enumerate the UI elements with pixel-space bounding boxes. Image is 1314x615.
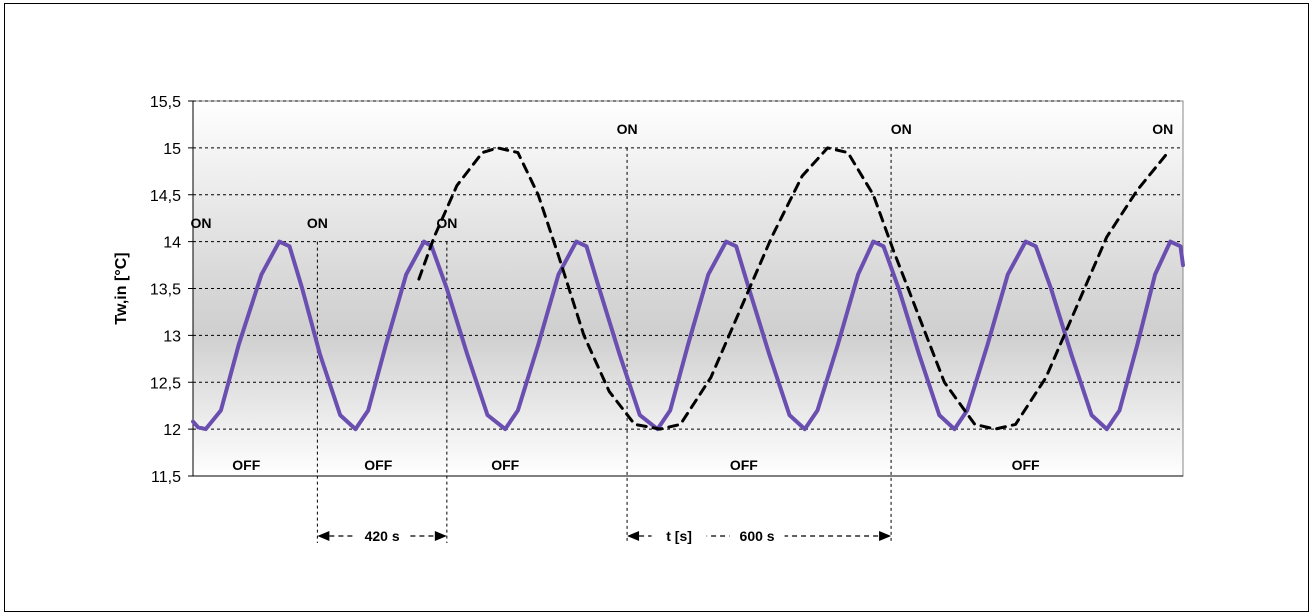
time-axis-label: t [s] <box>666 528 692 544</box>
interval-600-arrow-right <box>879 531 892 541</box>
on-label: ON <box>307 215 328 231</box>
on-label: ON <box>1152 121 1173 137</box>
y-tick-label: 11,5 <box>151 469 181 486</box>
y-tick-label: 12 <box>163 422 181 439</box>
interval-420-arrow-left <box>317 531 330 541</box>
interval-600-arrow-left <box>627 531 640 541</box>
grid-lines <box>188 100 1183 477</box>
y-tick-label: 14,5 <box>150 188 181 205</box>
interval-600-label-bg <box>729 525 785 545</box>
on-label: ON <box>617 121 638 137</box>
on-label: ON <box>191 215 212 231</box>
time-axis-label-bg <box>651 525 707 545</box>
interval-420-arrow-right <box>434 531 447 541</box>
off-label: OFF <box>1012 457 1040 473</box>
y-tick-label: 12,5 <box>150 375 181 392</box>
off-label: OFF <box>491 457 519 473</box>
y-tick-label: 15,5 <box>150 94 181 111</box>
on-label: ON <box>891 121 912 137</box>
interval-420-label-bg <box>354 525 410 545</box>
off-label: OFF <box>730 457 758 473</box>
annotations: ON ON ON ON ON ON OFF OFF OFF OFF OFF 420 s t [s] 600… <box>191 121 1173 545</box>
y-tick-label: 15 <box>163 141 181 158</box>
y-tick-label: 13,5 <box>150 282 181 299</box>
y-tick-label: 13 <box>163 328 181 345</box>
interval-420-label: 420 s <box>365 528 400 544</box>
off-label: OFF <box>232 457 260 473</box>
on-label: ON <box>436 215 457 231</box>
series-lines <box>191 146 1185 432</box>
off-label: OFF <box>364 457 392 473</box>
y-axis-label: Tw,in [°C] <box>113 252 130 324</box>
series-dashed-line <box>417 146 1170 431</box>
series-solid-line <box>191 239 1185 432</box>
interval-600-label: 600 s <box>740 528 775 544</box>
y-tick-label: 14 <box>163 235 181 252</box>
y-tick-labels: 15,5 15 14,5 14 13,5 13 12,5 12 11,5 <box>150 94 181 486</box>
